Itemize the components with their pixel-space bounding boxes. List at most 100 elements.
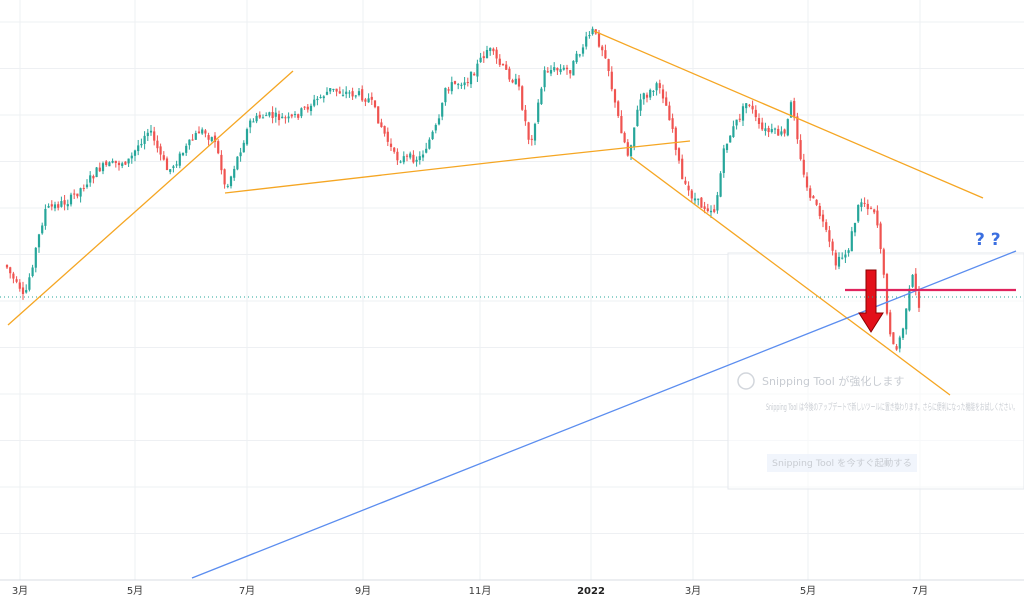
candle-body [393,147,396,152]
notification-button-label: Snipping Tool を今すぐ起動する [772,457,912,469]
orange-trendline[interactable] [593,30,984,199]
candle-body [735,119,738,126]
candle-body [41,225,44,234]
candle-body [293,114,297,116]
candle-body [133,150,137,156]
candle-body [524,109,527,122]
candle-body [677,148,681,161]
candle-body [636,109,639,127]
candle-body [207,135,210,140]
candle-body [421,154,425,158]
candle-body [300,108,303,117]
candle-body [812,196,815,199]
candle-body [191,139,194,141]
candle-body [415,159,418,162]
candle-body [12,273,15,279]
candle-body [917,291,921,308]
candle-body [261,117,265,119]
candle-body [108,162,111,167]
candle-body [169,169,172,172]
candle-body [245,129,249,145]
candle-body [325,91,329,95]
candle-body [809,188,812,198]
x-tick-label: 5月 [127,585,143,597]
candle-body [66,204,69,207]
candle-body [761,122,764,130]
candle-body [665,97,668,106]
candle-body [306,106,309,110]
candle-body [783,129,786,134]
orange-trendline[interactable] [7,70,294,326]
candle-body [773,128,777,130]
candle-body [249,120,252,128]
candle-body [252,121,255,123]
candle-body [258,114,261,118]
candle-body [274,112,277,117]
candle-body [549,70,553,74]
candle-body [338,91,341,94]
candle-body [652,90,655,92]
candle-body [914,273,917,290]
x-tick-label: 5月 [800,585,816,597]
candle-body [92,175,95,179]
candle-body [844,254,847,258]
candle-body [156,140,159,149]
candle-body [405,155,409,157]
candle-body [255,115,258,122]
candle-body [591,28,594,35]
candle-body [213,135,217,143]
candle-body [655,83,658,91]
candle-body [671,118,674,129]
candle-body [165,158,169,171]
candle-body [879,223,882,249]
candle-body [767,127,770,133]
candle-body [687,185,690,191]
candle-body [434,124,437,131]
candle-body [863,202,866,204]
candle-body [489,48,492,51]
candle-body [220,154,223,171]
candle-body [533,123,537,141]
candle-body [818,205,821,217]
candle-body [617,101,620,116]
candle-body [316,98,319,101]
candle-body [786,119,789,136]
candle-body [396,151,399,161]
candle-body [610,71,613,90]
orange-trendline[interactable] [224,157,532,194]
candle-body [841,257,844,259]
candle-body [754,109,757,118]
candle-body [716,195,719,211]
orange-trendline[interactable] [530,140,691,159]
blue-trendline[interactable] [191,250,1017,579]
x-tick-label: 9月 [355,585,371,597]
candle-body [85,184,89,188]
candle-body [700,197,703,208]
candle-body [482,56,485,59]
candle-body [815,199,818,205]
candle-body [873,209,876,213]
candle-body [197,131,201,134]
candle-body [588,35,591,37]
candle-body [703,206,706,209]
candle-body [111,160,114,163]
candle-body [313,99,316,106]
notification-button[interactable] [767,454,917,472]
orange-trendline[interactable] [630,156,951,396]
candle-body [239,152,242,157]
candle-body [47,206,50,208]
candle-body [130,155,133,159]
candle-body [485,49,489,58]
snipping-tool-icon [737,372,755,390]
candle-body [329,88,332,92]
candle-body [364,99,367,102]
candle-body [15,279,18,282]
candle-body [457,84,460,86]
candle-body [581,47,585,54]
candle-body [857,204,860,222]
candle-body [882,249,885,275]
candle-body [517,78,521,87]
candle-body [175,164,178,166]
